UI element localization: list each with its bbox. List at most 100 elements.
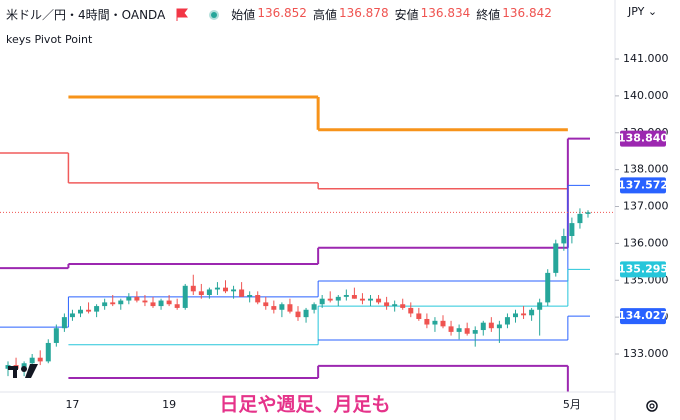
candle-body <box>166 300 172 305</box>
candle-body <box>69 313 75 318</box>
candle-body <box>102 302 108 307</box>
candle-body <box>303 309 309 318</box>
candle-body <box>94 306 100 312</box>
ohlc-value: 136.878 <box>338 6 389 20</box>
candle-body <box>61 317 67 329</box>
ohlc-value: 136.852 <box>257 6 307 20</box>
ohlc-label: 終値 <box>476 8 501 22</box>
candle-body <box>585 212 591 214</box>
candle-body <box>21 363 27 369</box>
settings-icon[interactable] <box>646 400 658 412</box>
candle-body <box>214 287 220 290</box>
candle-body <box>464 328 470 334</box>
candle-body <box>416 313 422 319</box>
candle-body <box>190 285 196 292</box>
price-label: 134.027 <box>618 309 668 322</box>
chart-title: 米ドル／円・4時間・OANDA <box>6 8 166 22</box>
y-tick-label: 136.000 <box>623 236 669 249</box>
candle-body <box>440 320 446 327</box>
candle-body <box>118 300 124 305</box>
candle-body <box>343 295 349 297</box>
candle-body <box>142 300 148 303</box>
ohlc-label: 安値 <box>394 8 419 22</box>
candle-body <box>29 357 35 364</box>
candle-body <box>231 289 237 292</box>
candle-body <box>488 322 494 329</box>
price-label: 135.295 <box>618 262 668 275</box>
candle-body <box>376 298 382 303</box>
candle-body <box>359 298 365 301</box>
tv-logo <box>8 364 38 378</box>
candle-body <box>247 295 253 297</box>
candle-body <box>521 313 527 316</box>
candle-body <box>408 307 414 314</box>
candle-body <box>198 291 204 296</box>
price-label: 137.572 <box>618 178 668 191</box>
candle-body <box>311 304 317 310</box>
candle-body <box>53 328 59 343</box>
candle-body <box>577 213 583 224</box>
ohlc-label: 高値 <box>312 8 337 22</box>
price-label-box <box>620 308 666 325</box>
ohlc-label: 始値 <box>231 8 256 22</box>
candle-body <box>384 302 390 307</box>
candle-body <box>206 289 212 296</box>
price-label: 138.840 <box>618 132 668 145</box>
axes: 133.000134.000135.000136.000137.000138.0… <box>65 52 668 411</box>
y-tick-label: 141.000 <box>623 52 669 65</box>
candle-body <box>319 298 325 305</box>
y-tick-label: 138.000 <box>623 163 669 176</box>
price-label-box <box>620 261 666 278</box>
x-tick-label: 5月 <box>563 398 581 411</box>
candle-body <box>37 357 43 362</box>
candle-body <box>255 295 261 303</box>
candle-body <box>295 311 301 318</box>
candle-body <box>424 318 430 325</box>
candle-body <box>537 302 543 310</box>
candle-body <box>351 295 357 299</box>
candle-body <box>545 272 551 303</box>
candle-body <box>182 285 188 308</box>
candle-body <box>327 298 333 301</box>
y-tick-label: 133.000 <box>623 347 669 360</box>
candle-body <box>448 326 454 332</box>
candle-body <box>392 304 398 307</box>
indicator-label: keys Pivot Point <box>6 33 93 46</box>
currency[interactable]: JPY <box>628 5 645 18</box>
caption: 日足や週足、月足も <box>219 394 390 416</box>
chart-header: 米ドル／円・4時間・OANDA 始値 136.852 高値 136.878 安値 136.… <box>6 6 556 23</box>
candle-body <box>432 320 438 325</box>
y-tick-label: 140.000 <box>623 89 669 102</box>
candle-body <box>239 289 245 297</box>
candle-body <box>126 296 132 301</box>
candle-body <box>86 309 92 312</box>
flag-icon[interactable] <box>175 8 189 22</box>
candle-body <box>335 296 341 301</box>
candle-body <box>287 304 293 312</box>
price-label-box <box>620 177 666 194</box>
candle-body <box>150 302 156 307</box>
candle-body <box>456 328 462 332</box>
x-tick-label: 17 <box>65 398 79 411</box>
candle-body <box>496 324 502 329</box>
candle-body <box>271 306 277 310</box>
currency-selector[interactable]: JPY ⌄ <box>628 5 658 18</box>
candle-body <box>263 302 269 307</box>
status-dot <box>209 9 220 20</box>
candle-body <box>45 342 51 362</box>
candle-body <box>529 309 535 316</box>
y-tick-label: 137.000 <box>623 200 669 213</box>
candle-body <box>110 302 116 305</box>
ohlc-value: 136.842 <box>502 6 552 20</box>
ohlc-value: 136.834 <box>420 6 471 20</box>
candle-body <box>223 287 228 292</box>
candle-body <box>174 304 180 308</box>
candle-body <box>561 236 567 244</box>
candle-body <box>78 309 83 314</box>
candle-body <box>279 304 285 310</box>
candle-body <box>569 223 575 237</box>
candle-body <box>504 317 510 325</box>
candle-body <box>472 330 478 334</box>
